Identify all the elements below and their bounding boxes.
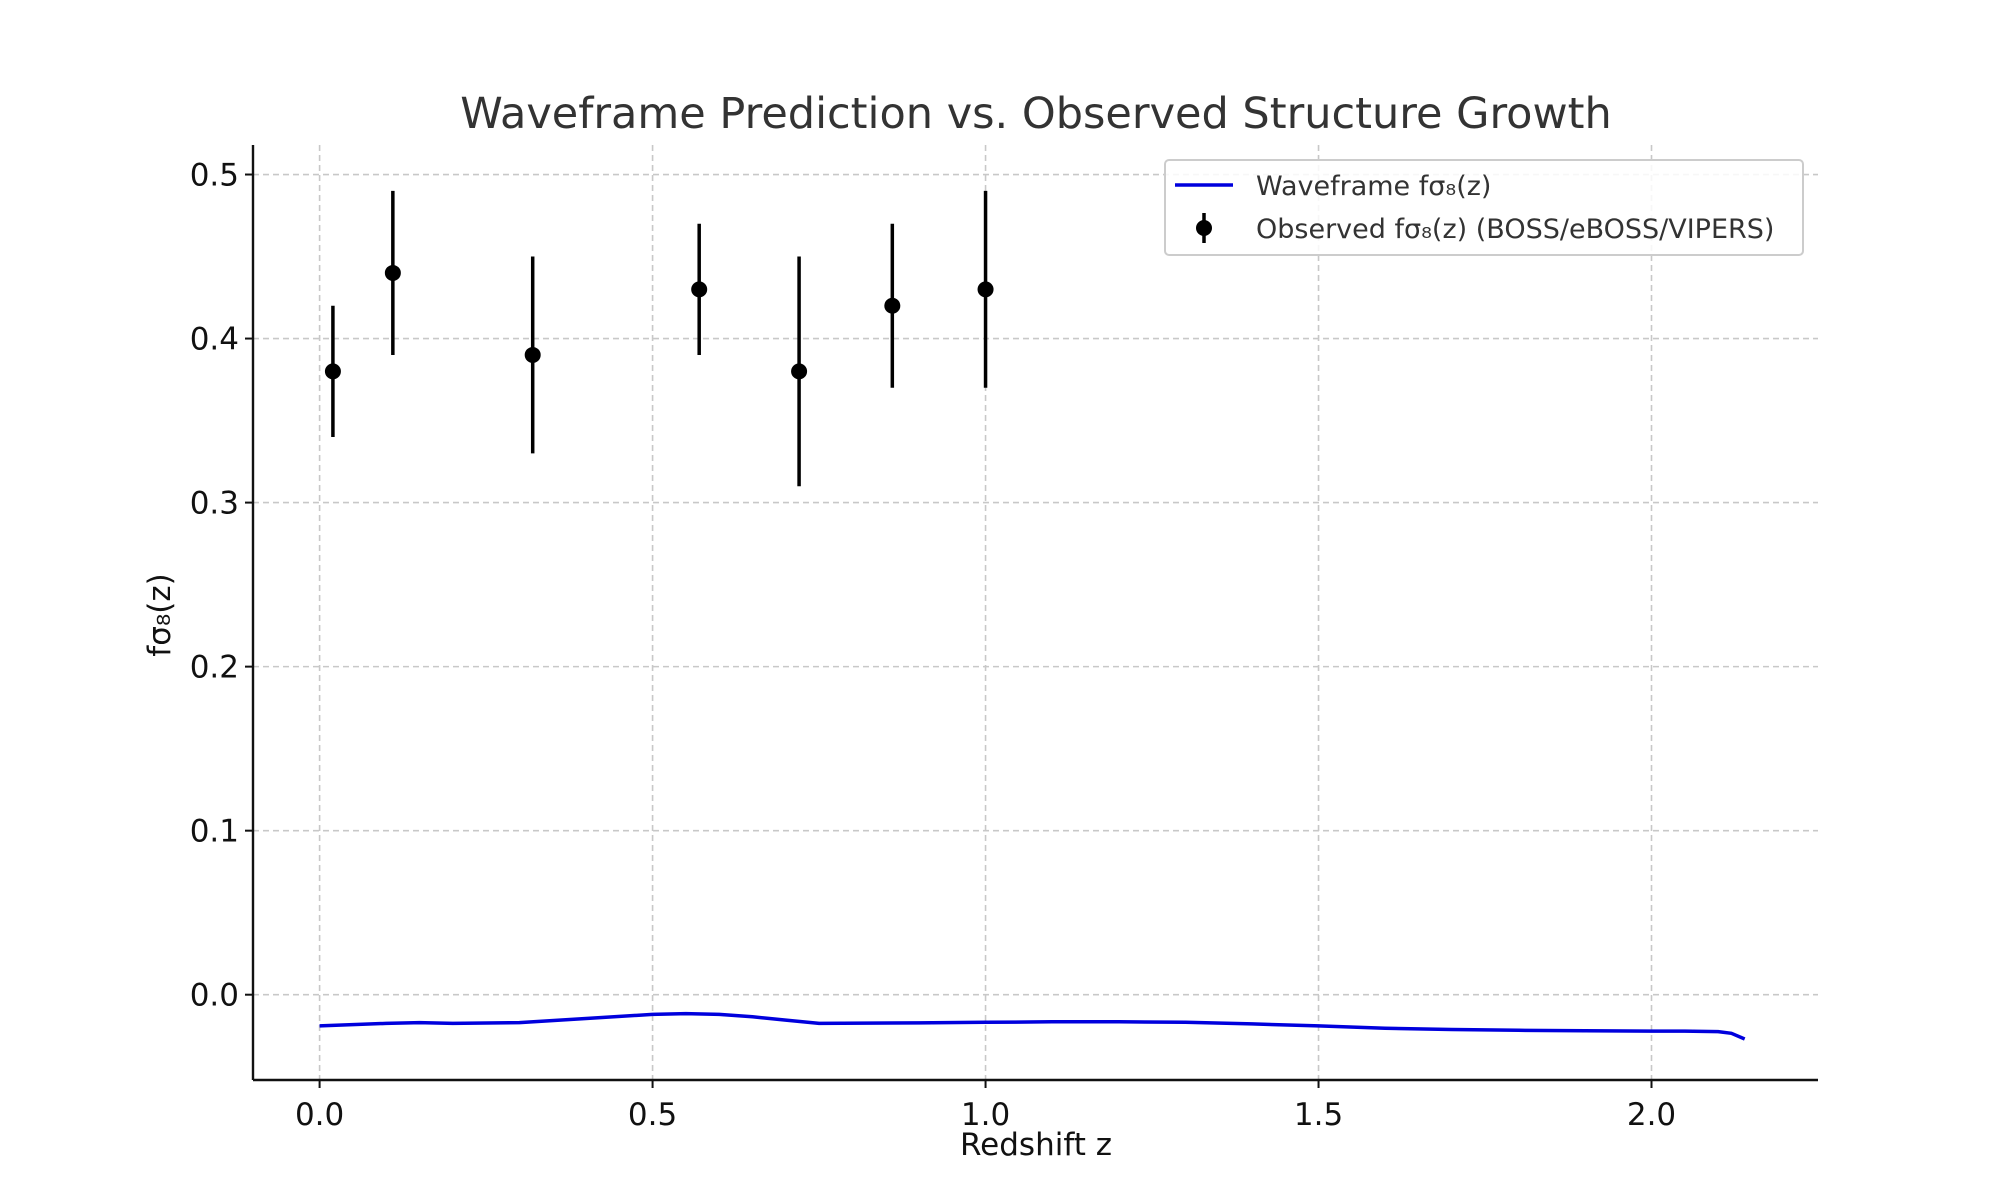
y-tick-label: 0.0	[190, 978, 239, 1014]
legend-marker-swatch	[1196, 220, 1212, 236]
y-tick-label: 0.5	[190, 158, 239, 194]
y-axis-label: fσ₈(z)	[142, 573, 178, 656]
axes-layer	[251, 145, 1818, 1082]
legend: Waveframe fσ₈(z) Observed fσ₈(z) (BOSS/e…	[1164, 159, 1804, 256]
y-tick-label: 0.3	[190, 486, 239, 522]
legend-label-model: Waveframe fσ₈(z)	[1256, 171, 1491, 202]
series-layer	[319, 190, 1746, 1041]
y-tick-label: 0.4	[190, 322, 239, 358]
x-tick-label: 1.5	[1294, 1097, 1343, 1133]
x-axis-label: Redshift z	[960, 1127, 1112, 1163]
y-tick-label: 0.1	[190, 814, 239, 850]
observed-point	[324, 363, 341, 380]
observed-point	[977, 281, 994, 298]
observed-point	[384, 264, 401, 281]
model-series-line	[319, 1011, 1746, 1041]
x-tick-label: 2.0	[1627, 1097, 1676, 1133]
observed-point	[691, 281, 708, 298]
y-tick-label: 0.2	[190, 650, 239, 686]
legend-frame	[1164, 159, 1804, 256]
x-tick-label: 0.5	[628, 1097, 677, 1133]
legend-label-observed: Observed fσ₈(z) (BOSS/eBOSS/VIPERS)	[1256, 214, 1774, 245]
observed-point	[524, 346, 541, 363]
grid-layer	[253, 145, 1818, 1080]
observed-point	[791, 363, 808, 380]
chart-title: Waveframe Prediction vs. Observed Struct…	[460, 89, 1612, 139]
x-tick-label: 1.0	[961, 1097, 1010, 1133]
observed-point	[884, 297, 901, 314]
ticks-layer: 0.0 0.5 1.0 1.5 2.0 0.0 0.1 0.2 0.3 0.4 0.5	[190, 158, 1676, 1133]
x-tick-label: 0.0	[295, 1097, 344, 1133]
